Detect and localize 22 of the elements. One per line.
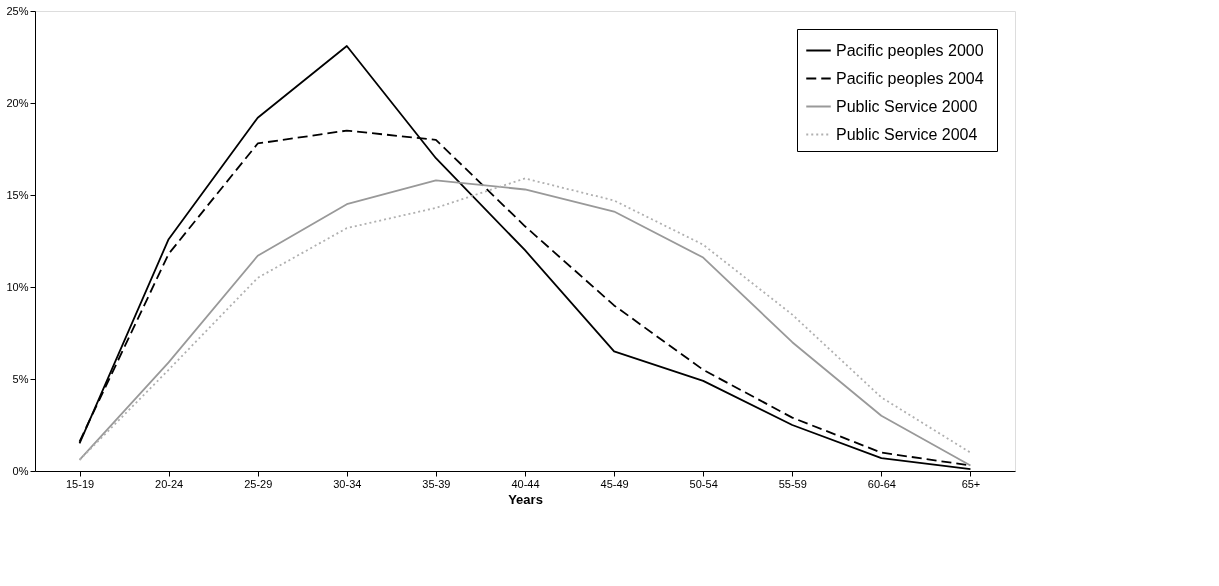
x-tick-label: 35-39: [422, 477, 451, 490]
y-tick-label: 15%: [6, 188, 29, 201]
x-tick-label: 55-59: [778, 477, 807, 490]
x-tick-label: 15-19: [65, 477, 95, 490]
legend-label: Public Service 2000: [836, 97, 978, 115]
legend-label: Pacific peoples 2000: [836, 41, 984, 59]
y-tick-label: 0%: [12, 464, 29, 477]
y-tick-label: 20%: [6, 96, 29, 109]
legend-label: Pacific peoples 2004: [836, 69, 984, 87]
y-tick-label: 5%: [12, 372, 29, 385]
x-tick-label: 45-49: [600, 477, 629, 490]
x-tick-label: 65+: [961, 477, 981, 490]
x-tick-label: 40-44: [511, 477, 540, 490]
x-tick-label: 30-34: [333, 477, 362, 490]
y-tick-label: 25%: [6, 4, 29, 17]
x-tick-label: 50-54: [689, 477, 718, 490]
y-tick-label: 10%: [6, 280, 29, 293]
x-axis-title: Years: [508, 491, 543, 507]
x-tick-label: 20-24: [155, 477, 184, 490]
x-tick-label: 60-64: [867, 477, 896, 490]
x-tick-label: 25-29: [244, 477, 273, 490]
legend-label: Public Service 2004: [836, 125, 978, 143]
